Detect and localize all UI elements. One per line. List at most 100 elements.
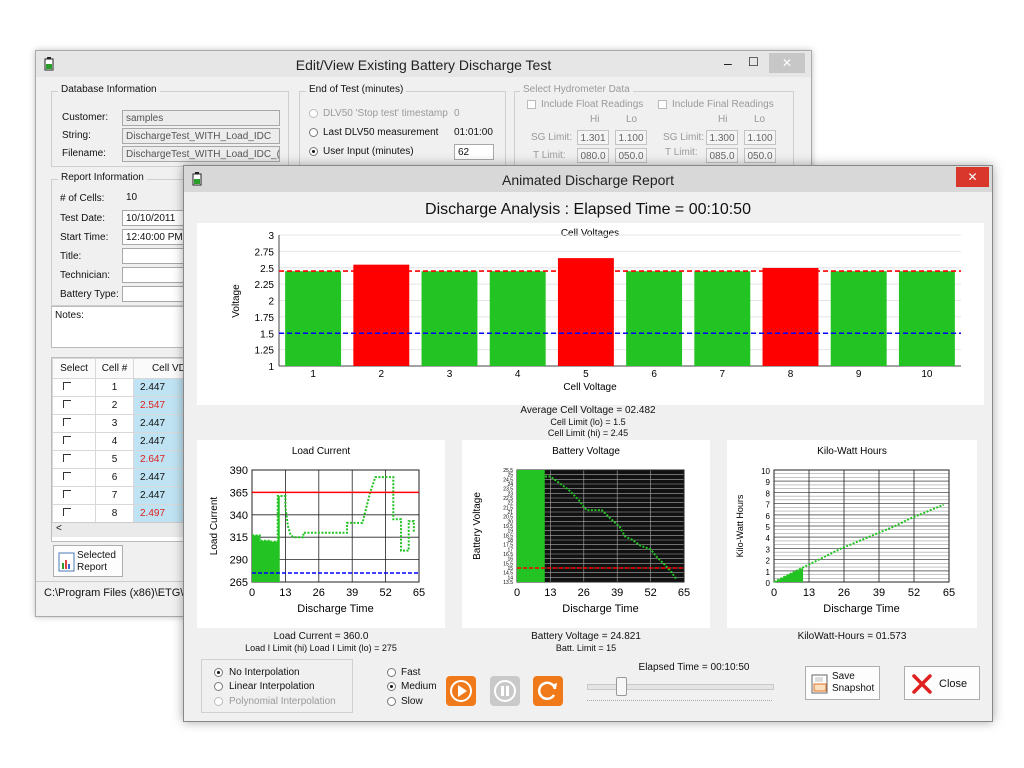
float-t-lo[interactable]: 050.0 xyxy=(615,148,647,163)
start-time-field[interactable]: 12:40:00 PM xyxy=(122,229,192,245)
table-row[interactable]: 4 2.447 xyxy=(52,432,192,451)
table-row[interactable]: 6 2.447 xyxy=(52,468,192,487)
radio-medium[interactable] xyxy=(387,682,396,691)
final-sg-lo[interactable]: 1.100 xyxy=(744,130,776,145)
play-button[interactable] xyxy=(446,676,476,706)
string-label: String: xyxy=(62,130,91,141)
bar xyxy=(898,271,955,366)
table-row[interactable]: 2 2.547 xyxy=(52,396,192,415)
x-tick-label: 65 xyxy=(678,587,690,599)
y-tick-label: 4 xyxy=(766,534,771,543)
float-sg-lo[interactable]: 1.100 xyxy=(615,130,647,145)
float-readings-checkbox[interactable] xyxy=(527,100,536,109)
float-t-hi[interactable]: 080.0 xyxy=(577,148,609,163)
table-row[interactable]: 8 2.497 xyxy=(52,504,192,523)
minimize-button[interactable]: – xyxy=(724,55,732,71)
customer-field[interactable]: samples xyxy=(122,110,280,126)
x-tick-label: 4 xyxy=(515,369,521,380)
x-tick-label: 0 xyxy=(249,587,255,599)
x-tick-label: 7 xyxy=(720,369,726,380)
close-report-button[interactable]: Close xyxy=(904,666,980,700)
y-tick-label: 19.5 xyxy=(503,524,513,530)
scroll-left-arrow[interactable]: < xyxy=(56,523,62,534)
y-axis-title: Voltage xyxy=(231,284,242,318)
user-input-label: User Input (minutes) xyxy=(323,146,414,157)
title-bar xyxy=(184,166,992,192)
row-select-checkbox[interactable] xyxy=(52,378,96,397)
maximize-button[interactable]: ☐ xyxy=(748,55,759,69)
x-tick-label: 2 xyxy=(379,369,385,380)
close-button[interactable]: ✕ xyxy=(956,167,989,187)
filename-field[interactable]: DischargeTest_WITH_Load_IDC_( xyxy=(122,146,280,162)
string-field[interactable]: DischargeTest_WITH_Load_IDC xyxy=(122,128,280,144)
radio-fast[interactable] xyxy=(387,668,396,677)
notes-box[interactable] xyxy=(51,306,193,348)
y-tick-label: 1 xyxy=(766,568,771,577)
bar xyxy=(489,271,546,366)
row-select-checkbox[interactable] xyxy=(52,468,96,487)
radio-stop-timestamp[interactable] xyxy=(309,109,318,118)
radio-linear-interpolation[interactable] xyxy=(214,682,223,691)
table-row[interactable]: 3 2.447 xyxy=(52,414,192,433)
title-field[interactable] xyxy=(122,248,192,264)
y-tick-label: 23.5 xyxy=(503,487,513,493)
final-t-lo[interactable]: 050.0 xyxy=(744,148,776,163)
load-limits: Load I Limit (hi) Load I Limit (lo) = 27… xyxy=(245,643,397,653)
chart-title: Cell Voltages xyxy=(561,228,619,239)
y-tick-label: 1.75 xyxy=(255,313,275,324)
row-select-checkbox[interactable] xyxy=(52,504,96,523)
horizontal-scrollbar[interactable] xyxy=(52,522,190,537)
save-snapshot-button[interactable]: Save Snapshot xyxy=(805,666,880,700)
final-t-hi[interactable]: 085.0 xyxy=(706,148,738,163)
final-sg-hi[interactable]: 1.300 xyxy=(706,130,738,145)
play-icon xyxy=(450,680,472,702)
row-select-checkbox[interactable] xyxy=(52,414,96,433)
battery-type-field[interactable] xyxy=(122,286,192,302)
technician-field[interactable] xyxy=(122,267,192,283)
selected-report-label: Selected Report xyxy=(77,550,116,573)
y-tick-label: 2.75 xyxy=(255,247,275,258)
radio-no-interpolation[interactable] xyxy=(214,668,223,677)
radio-user-input[interactable] xyxy=(309,147,318,156)
fast-label: Fast xyxy=(401,667,421,678)
close-button[interactable]: ✕ xyxy=(769,53,805,73)
bar xyxy=(626,271,683,366)
x-tick-label: 13 xyxy=(803,587,815,599)
table-row[interactable]: 1 2.447 xyxy=(52,378,192,397)
title-label: Title: xyxy=(60,251,82,262)
radio-slow[interactable] xyxy=(387,697,396,706)
bar xyxy=(762,267,819,366)
load-current-value: Load Current = 360.0 xyxy=(273,631,369,642)
radio-polynomial-interpolation[interactable] xyxy=(214,697,223,706)
final-t-label: T Limit: xyxy=(665,147,698,158)
row-select-checkbox[interactable] xyxy=(52,432,96,451)
restart-button[interactable] xyxy=(533,676,563,706)
user-input-minutes[interactable]: 62 xyxy=(454,144,494,160)
stop-timestamp-label: DLV50 'Stop test' timestamp xyxy=(323,108,448,119)
selected-report-button[interactable]: Selected Report xyxy=(53,545,123,577)
table-row[interactable]: 5 2.647 xyxy=(52,450,192,469)
row-select-checkbox[interactable] xyxy=(52,396,96,415)
cell-number: 5 xyxy=(95,450,134,469)
kwh-panel: Kilo-Watt Hours 0 1 2 3 4 5 6 7 8 9 10 0 13 26 39 52 65 Di… xyxy=(727,440,977,628)
cell-vdc: 2.447 xyxy=(133,432,192,451)
elapsed-slider-track[interactable] xyxy=(587,684,774,690)
pause-button[interactable] xyxy=(490,676,520,706)
table-header: Select xyxy=(52,358,96,379)
cell-number: 1 xyxy=(95,378,134,397)
elapsed-slider-thumb[interactable] xyxy=(616,677,628,696)
row-select-checkbox[interactable] xyxy=(52,486,96,505)
final-readings-checkbox[interactable] xyxy=(658,100,667,109)
battery-voltage-value: Battery Voltage = 24.821 xyxy=(531,631,641,642)
test-date-field[interactable]: 10/10/2011 xyxy=(122,210,192,226)
x-tick-label: 6 xyxy=(651,369,657,380)
row-select-checkbox[interactable] xyxy=(52,450,96,469)
float-sg-hi[interactable]: 1.301 xyxy=(577,130,609,145)
x-tick-label: 65 xyxy=(943,587,955,599)
notes-label: Notes: xyxy=(55,310,84,321)
x-tick-label: 8 xyxy=(788,369,794,380)
table-row[interactable]: 7 2.447 xyxy=(52,486,192,505)
radio-last-measurement[interactable] xyxy=(309,128,318,137)
y-axis-title: Kilo-Watt Hours xyxy=(735,494,745,557)
x-tick-label: 10 xyxy=(921,369,933,380)
